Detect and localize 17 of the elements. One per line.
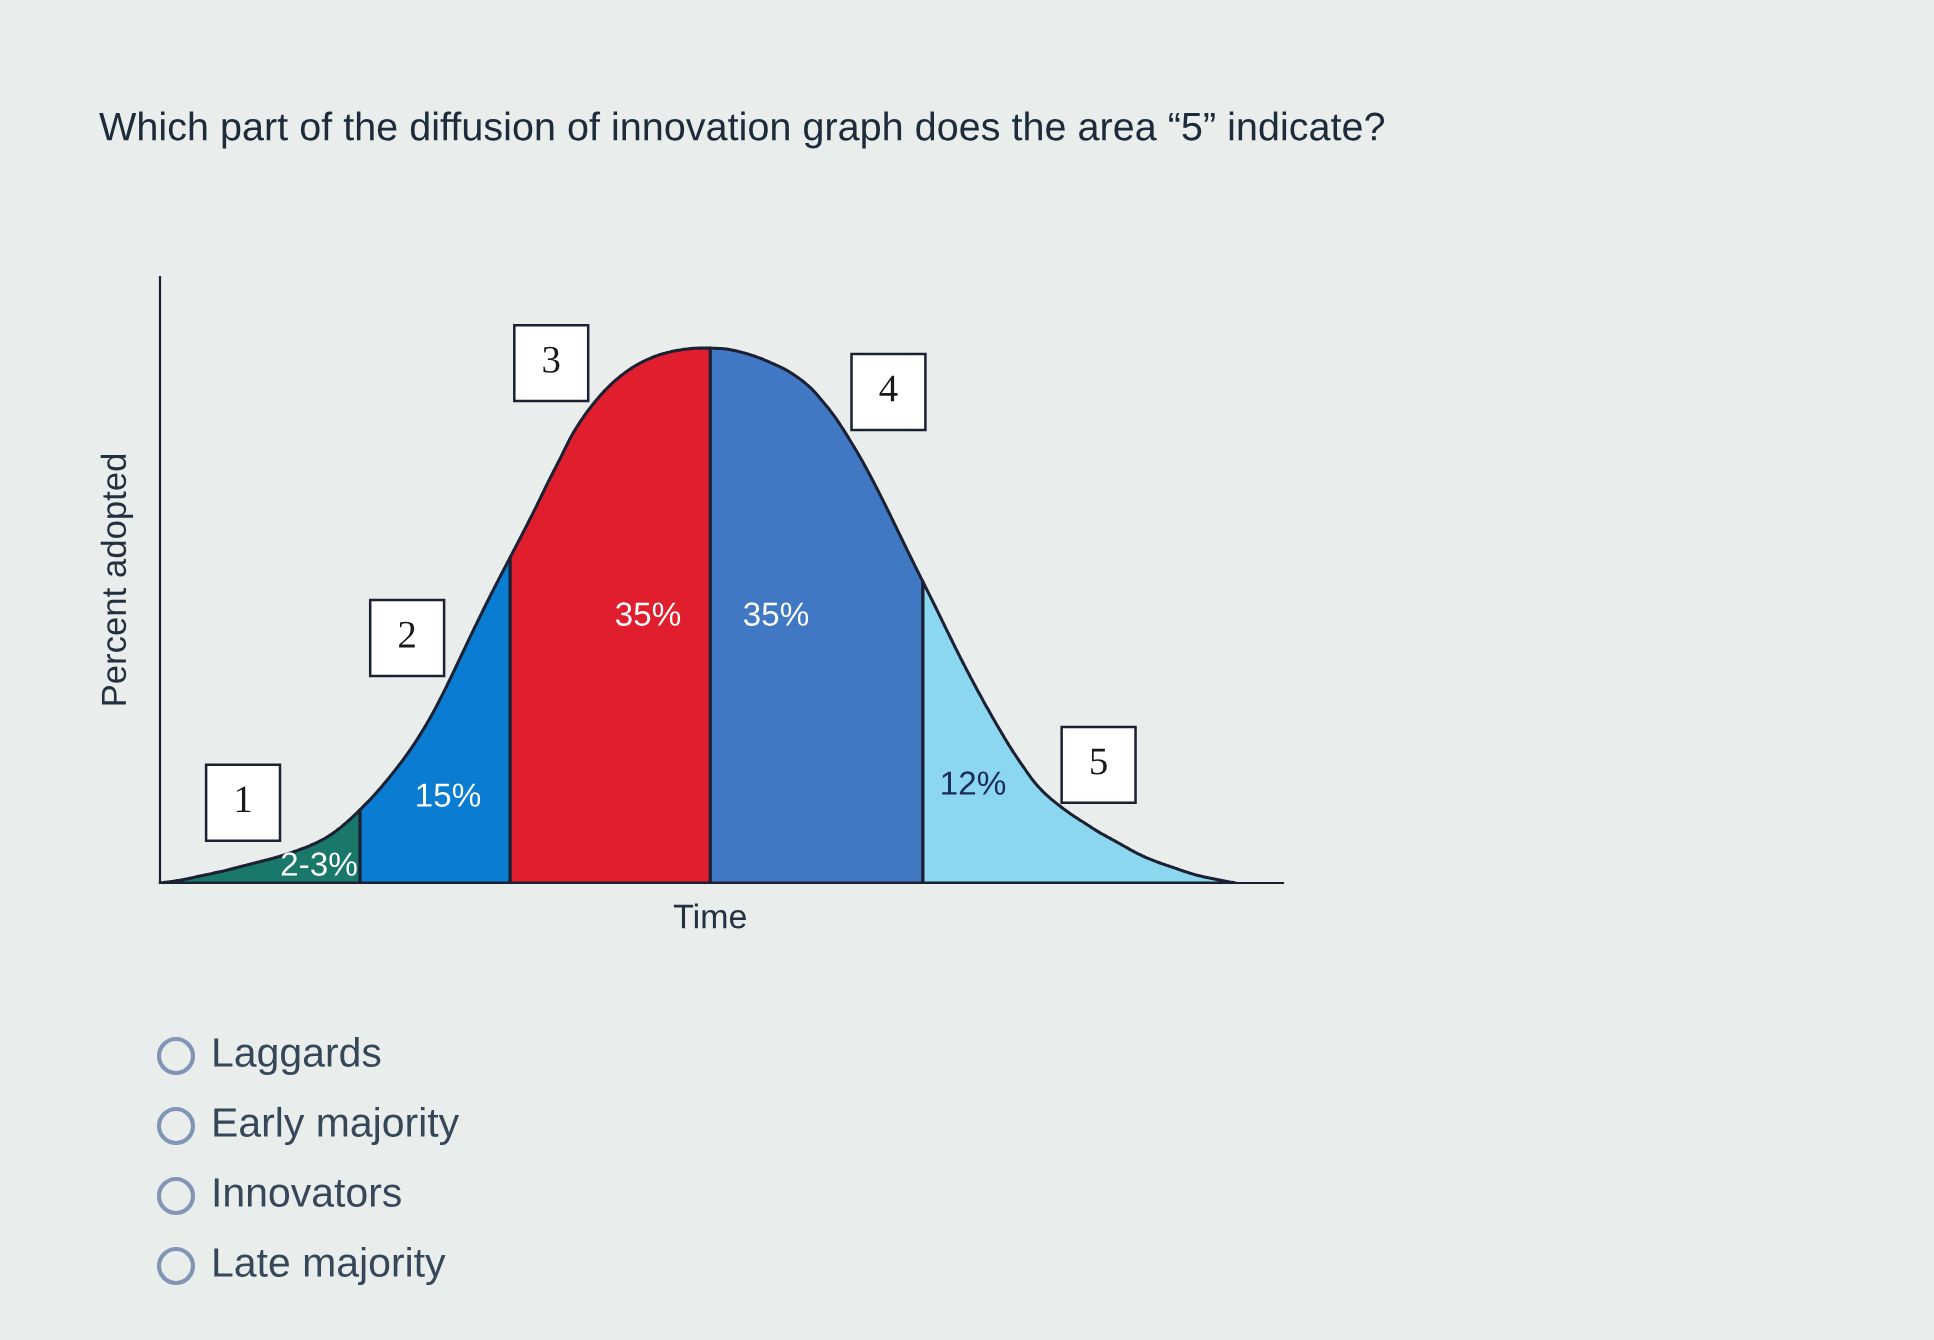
chart-title: Which part of the diffusion of innovation graph does the area “5” indicate? [99, 111, 1385, 149]
annotation: 35% [615, 602, 681, 626]
text: Laggards [214, 1036, 381, 1076]
annotation: 35% [743, 602, 809, 626]
series-label: 2 [399, 621, 415, 648]
annotation: 15% [417, 783, 481, 807]
x-axis-title: Time [673, 903, 746, 929]
series-label: 1 [236, 786, 251, 813]
series-label: 4 [879, 375, 898, 402]
annotation: 2-3% [281, 852, 357, 876]
text: Late majority [214, 1246, 446, 1286]
annotation: 12% [942, 771, 1006, 795]
series-label: 3 [543, 346, 560, 373]
text: Early majority [214, 1106, 460, 1146]
series-label: 5 [1091, 748, 1107, 775]
text: Innovators [214, 1178, 401, 1207]
y-axis-title: Percent adopted [100, 454, 134, 705]
